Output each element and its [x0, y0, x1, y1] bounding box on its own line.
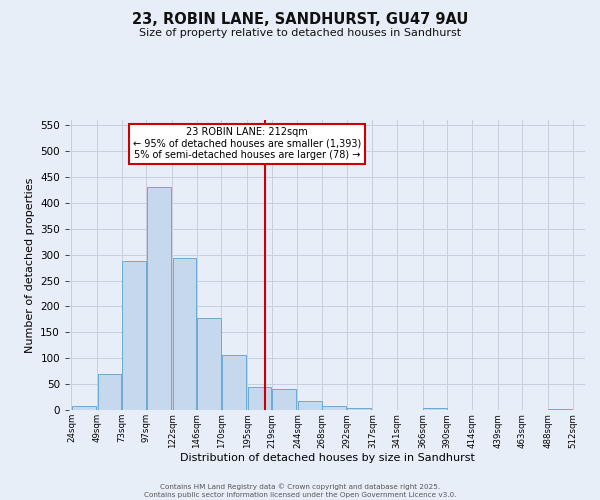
Bar	[272, 390, 296, 410]
Bar	[548, 409, 572, 410]
Bar	[173, 258, 196, 410]
Bar	[98, 374, 121, 410]
Bar	[298, 400, 322, 410]
X-axis label: Distribution of detached houses by size in Sandhurst: Distribution of detached houses by size …	[179, 453, 475, 463]
Bar	[423, 408, 447, 410]
Text: Size of property relative to detached houses in Sandhurst: Size of property relative to detached ho…	[139, 28, 461, 38]
Bar	[322, 406, 346, 410]
Bar	[347, 408, 371, 410]
Bar	[248, 387, 271, 410]
Bar	[122, 261, 146, 410]
Text: Contains HM Land Registry data © Crown copyright and database right 2025.
Contai: Contains HM Land Registry data © Crown c…	[144, 483, 456, 498]
Bar	[72, 406, 96, 410]
Text: 23 ROBIN LANE: 212sqm
← 95% of detached houses are smaller (1,393)
5% of semi-de: 23 ROBIN LANE: 212sqm ← 95% of detached …	[133, 127, 361, 160]
Y-axis label: Number of detached properties: Number of detached properties	[25, 178, 35, 352]
Text: 23, ROBIN LANE, SANDHURST, GU47 9AU: 23, ROBIN LANE, SANDHURST, GU47 9AU	[132, 12, 468, 28]
Bar	[147, 188, 170, 410]
Bar	[197, 318, 221, 410]
Bar	[222, 355, 245, 410]
